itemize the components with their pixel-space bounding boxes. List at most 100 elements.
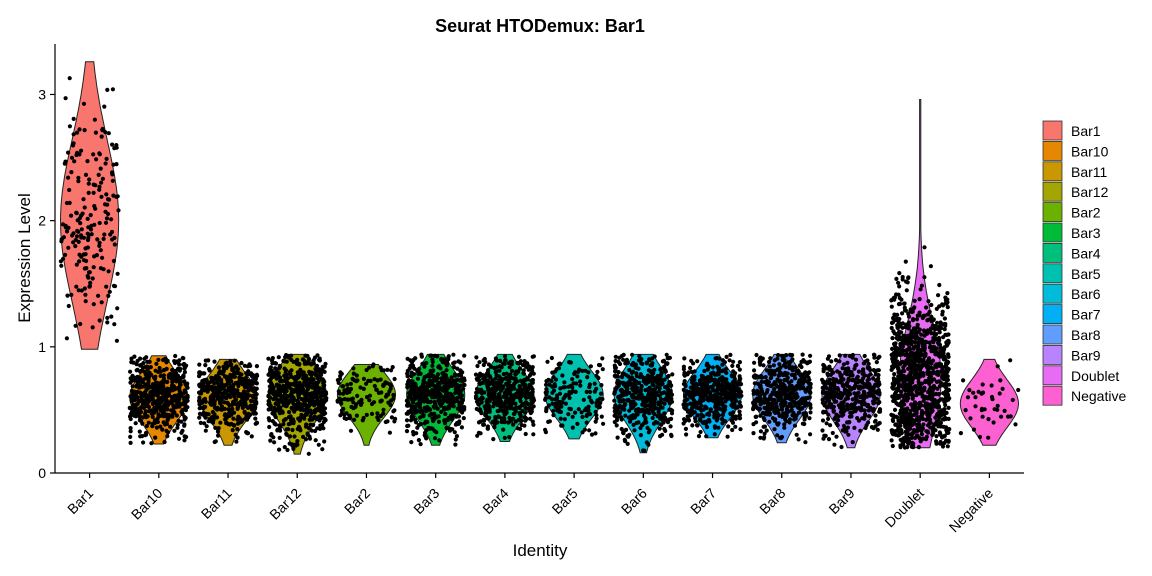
data-point [271,409,276,414]
data-point [443,411,448,417]
data-point [202,413,207,418]
data-point [635,410,640,415]
data-point [511,393,516,398]
data-point [197,362,202,367]
data-point [284,401,289,406]
data-point [529,378,534,383]
data-point [387,430,392,435]
data-point [501,427,506,432]
data-point [775,377,780,382]
data-point [492,425,497,430]
data-point [88,280,93,285]
data-point [342,388,347,393]
data-point [296,391,301,396]
data-point [79,148,84,153]
data-point [436,365,441,370]
data-point [856,369,862,374]
data-point [945,305,950,310]
points-bar2 [335,362,398,435]
data-point [250,381,255,386]
data-point [164,380,170,385]
data-point [802,413,807,418]
data-point [391,396,396,401]
data-point [132,354,137,359]
data-point [280,397,285,402]
data-point [283,377,288,383]
data-point [269,382,275,387]
data-point [732,379,737,384]
data-point [846,432,851,437]
data-point [639,357,644,362]
data-point [462,382,467,388]
data-point [66,303,71,309]
data-point [105,87,110,92]
data-point [426,425,431,430]
data-point [829,359,834,364]
data-point [175,398,180,403]
data-point [508,359,513,364]
data-point [689,358,694,363]
data-point [499,379,504,384]
data-point [802,421,807,427]
data-point [843,353,848,358]
data-point [751,422,756,427]
data-point [845,420,850,425]
data-point [846,376,851,382]
data-point [181,401,186,406]
data-point [160,427,165,432]
data-point [59,263,64,268]
data-point [267,418,272,423]
data-point [348,381,353,386]
data-point [510,422,516,427]
data-point [655,384,660,389]
data-point [758,384,763,390]
data-point [67,200,72,205]
data-point [444,368,449,373]
data-point [625,384,630,389]
data-point [722,360,728,365]
data-point [128,416,133,422]
data-point [549,378,554,384]
data-point [616,405,621,410]
data-point [832,442,837,447]
data-point [146,420,151,425]
points-bar10 [127,353,190,446]
data-point [494,358,499,363]
data-point [358,385,363,390]
data-point [341,391,346,396]
data-point [115,306,120,311]
data-point [277,393,282,398]
data-point [156,383,162,388]
data-point [474,355,479,360]
data-point [860,369,866,374]
data-point [868,372,873,377]
data-point [289,389,294,394]
data-point [576,407,581,412]
data-point [286,382,291,387]
data-point [106,197,112,202]
data-point [79,288,84,293]
data-point [240,405,245,410]
data-point [384,381,389,386]
data-point [695,423,700,428]
data-point [184,382,189,387]
data-point [665,386,671,391]
data-point [657,406,662,412]
data-point [488,396,493,401]
data-point [873,369,878,374]
data-point [695,359,700,364]
data-point [801,379,806,384]
data-point [150,421,155,426]
data-point [375,378,380,383]
violin-group-bar12 [266,353,329,456]
data-point [406,401,411,406]
data-point [712,393,717,398]
data-point [298,428,303,433]
data-point [155,393,160,398]
data-point [592,389,597,394]
data-point [866,414,872,419]
data-point [74,262,79,267]
data-point [375,411,380,416]
data-point [530,397,535,402]
data-point [416,438,421,443]
